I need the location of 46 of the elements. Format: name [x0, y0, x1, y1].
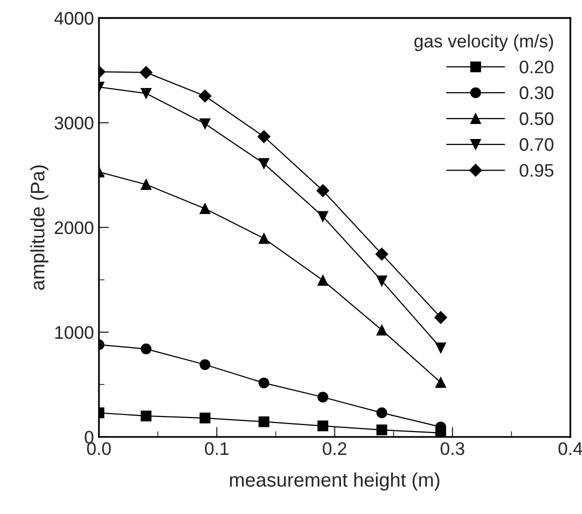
legend-label: 0.70: [520, 138, 554, 151]
point: [434, 311, 448, 324]
point: [140, 88, 152, 99]
point: [258, 158, 270, 169]
x-tick-label: 0.0: [87, 442, 111, 456]
y-tick-label: 0: [84, 430, 94, 444]
y-tick-label: 3000: [54, 116, 94, 130]
point: [435, 342, 446, 354]
point: [200, 118, 210, 130]
point: [376, 275, 388, 286]
legend-label: 0.20: [520, 60, 554, 74]
point: [376, 407, 388, 418]
point: [200, 412, 210, 424]
x-tick-label: 0.3: [440, 442, 464, 456]
point: [376, 324, 388, 336]
point: [376, 424, 388, 436]
point: [140, 344, 152, 354]
point: [140, 66, 152, 79]
y-tick-label: 1000: [55, 326, 94, 339]
point: [198, 90, 212, 102]
point: [258, 233, 270, 244]
point: [140, 179, 152, 190]
point: [317, 274, 328, 286]
x-tick-label: 0.2: [322, 442, 346, 456]
y-axis-title: amplitude (Pa): [30, 165, 48, 290]
y-tick-label: 4000: [54, 12, 94, 25]
point: [258, 416, 270, 428]
x-axis-title: measurement height (m): [230, 472, 440, 491]
legend-label: 0.50: [520, 112, 554, 126]
point: [375, 248, 388, 261]
point: [316, 184, 330, 197]
point: [140, 410, 152, 422]
point: [317, 211, 328, 222]
point: [435, 377, 446, 388]
point: [258, 130, 270, 144]
x-tick-label: 0.1: [204, 442, 228, 456]
point: [317, 392, 328, 402]
point: [200, 203, 210, 214]
point: [200, 359, 210, 370]
point: [317, 420, 328, 432]
legend-title: gas velocity (m/s): [414, 34, 553, 52]
legend-label: 0.95: [520, 164, 554, 177]
x-tick-label: 0.4: [558, 442, 582, 456]
legend-label: 0.30: [520, 86, 554, 100]
point: [258, 378, 270, 388]
y-tick-label: 2000: [54, 221, 94, 234]
